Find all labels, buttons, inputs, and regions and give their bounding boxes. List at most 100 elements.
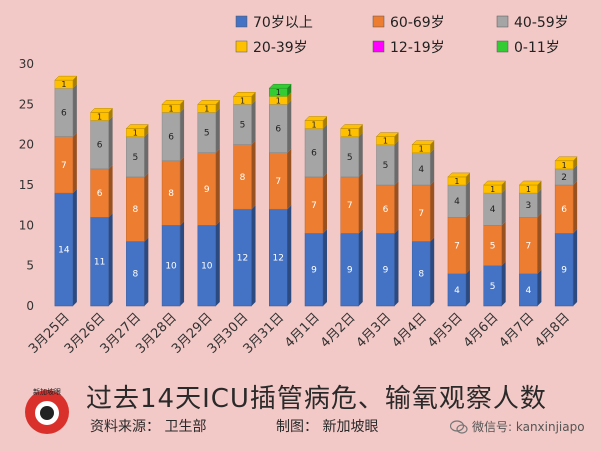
- data-label: 5: [383, 161, 389, 171]
- x-tick-label: 4月6日: [461, 310, 502, 351]
- data-label: 6: [275, 125, 281, 135]
- bar-segment-side: [108, 164, 113, 218]
- data-label: 1: [204, 104, 209, 113]
- bar-segment-side: [180, 221, 185, 306]
- data-label: 9: [311, 266, 317, 276]
- y-tick-label: 10: [19, 218, 34, 232]
- bar-segment-side: [215, 148, 220, 226]
- y-tick-label: 25: [19, 97, 34, 111]
- wechat-text: 微信号: kanxinjiapo: [472, 420, 585, 434]
- bar-segment-side: [573, 181, 578, 234]
- bar-segment-side: [501, 261, 506, 306]
- bar-segment-side: [287, 205, 292, 306]
- bar-segment-side: [323, 172, 327, 234]
- bar-top: [554, 156, 578, 162]
- x-tick-label: 4月2日: [318, 310, 359, 351]
- data-label: 5: [490, 282, 496, 292]
- bar-stack: 14 7 6 1: [54, 75, 78, 307]
- bar-stack: 9 7 5 1: [340, 124, 364, 307]
- chart-title: 过去14天ICU插管病危、输氧观察人数: [86, 384, 547, 414]
- data-label: 6: [97, 189, 103, 199]
- data-label: 1: [562, 161, 567, 170]
- bar-stack: 10 8 6 1: [161, 100, 185, 307]
- data-label: 4: [454, 197, 460, 207]
- legend-label: 40-59岁: [514, 15, 569, 31]
- data-label: 1: [347, 129, 352, 138]
- data-label: 14: [58, 246, 70, 256]
- data-label: 8: [168, 189, 174, 199]
- data-label: 6: [97, 141, 103, 151]
- x-tick-label: 4月8日: [532, 310, 573, 351]
- x-axis: 3月25日3月26日3月27日3月28日3月29日3月30日3月31日4月1日4…: [26, 310, 573, 357]
- bar-top: [483, 180, 507, 186]
- bar-segment-side: [72, 132, 77, 194]
- y-tick-label: 0: [26, 299, 34, 313]
- data-label: 10: [201, 262, 213, 272]
- legend-swatch: [372, 15, 385, 28]
- bar-segment-side: [430, 181, 435, 242]
- legend-swatch: [496, 40, 509, 53]
- data-label: 7: [61, 161, 67, 171]
- data-label: 8: [132, 270, 138, 280]
- bar-stack: 9 7 6 1: [304, 116, 328, 307]
- bar-segment-side: [215, 221, 220, 306]
- data-label: 9: [561, 266, 567, 276]
- bar-segment-side: [251, 205, 256, 306]
- bar-segment-side: [394, 229, 399, 306]
- legend-swatch: [235, 40, 248, 53]
- bar-stack: 5 5 4 1: [483, 180, 507, 307]
- data-label: 1: [169, 104, 174, 113]
- data-label: 1: [490, 185, 495, 194]
- legend-swatch: [496, 15, 509, 28]
- bar-segment-side: [394, 140, 399, 185]
- legend-swatch: [372, 40, 385, 53]
- y-tick-label: 30: [19, 57, 34, 71]
- data-label: 8: [418, 270, 424, 280]
- data-label: 7: [347, 201, 353, 211]
- bar-segment-side: [358, 132, 363, 177]
- bar-segment-side: [501, 221, 506, 266]
- bar-top: [304, 116, 328, 121]
- data-label: 12: [237, 254, 248, 264]
- data-label: 7: [311, 201, 317, 211]
- data-label: 1: [454, 177, 459, 186]
- wechat-icon: [450, 419, 468, 434]
- data-label: 7: [275, 177, 281, 187]
- data-label: 4: [454, 286, 460, 296]
- legend-label: 20-39岁: [253, 40, 308, 56]
- bar-stack: 12 7 6 11: [268, 83, 292, 307]
- data-label: 11: [94, 258, 105, 268]
- bar-stack: 8 8 5 1: [125, 124, 149, 307]
- bar-segment-side: [72, 189, 77, 306]
- data-label: 9: [204, 185, 210, 195]
- logo-text: 新加坡眼: [33, 387, 61, 396]
- data-label: 8: [240, 173, 246, 183]
- data-label: 6: [61, 108, 67, 118]
- data-label: 5: [347, 153, 353, 163]
- bar-stack: 9 6 2 1: [554, 156, 578, 307]
- bar-top: [340, 124, 364, 129]
- data-label: 3: [526, 201, 532, 211]
- data-label: 5: [490, 242, 496, 252]
- bar-segment-side: [251, 100, 256, 145]
- y-tick-label: 20: [19, 138, 34, 152]
- legend-label: 60-69岁: [390, 15, 445, 31]
- bar-segment-side: [144, 172, 149, 242]
- data-label: 10: [165, 262, 177, 272]
- bar-segment-side: [287, 100, 292, 153]
- bar-stack: 11 6 6 1: [89, 108, 114, 307]
- bar-top: [447, 172, 471, 178]
- bar-segment-side: [358, 172, 363, 234]
- x-tick-label: 4月5日: [425, 310, 466, 351]
- bar-segment-side: [573, 229, 578, 306]
- data-label: 1: [526, 185, 531, 194]
- bar-segment-side: [501, 189, 506, 226]
- bar-segment-side: [537, 269, 542, 306]
- logo: 新加坡眼: [22, 386, 72, 436]
- bar-segment-side: [180, 108, 185, 161]
- bar-top: [161, 100, 185, 105]
- data-label: 7: [454, 242, 460, 252]
- data-label: 9: [347, 266, 353, 276]
- x-tick-label: 4月4日: [389, 310, 430, 351]
- legend-label: 70岁以上: [253, 15, 313, 31]
